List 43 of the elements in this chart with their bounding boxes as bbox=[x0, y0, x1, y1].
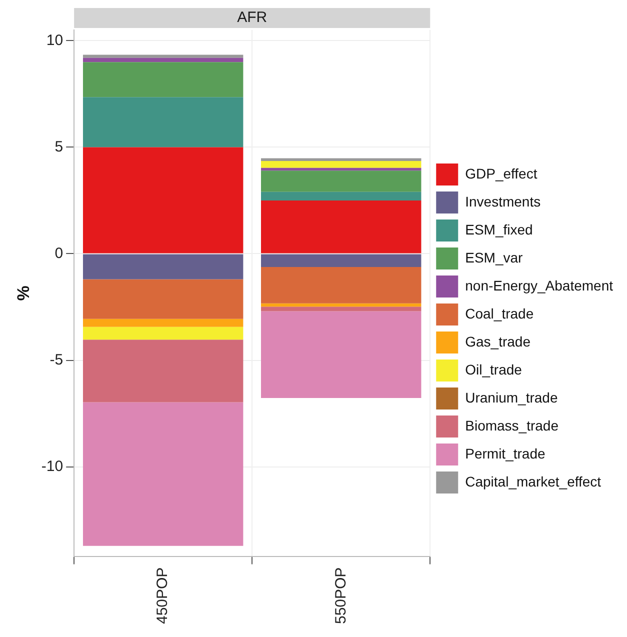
bar bbox=[261, 254, 422, 267]
legend-label: Oil_trade bbox=[465, 361, 522, 378]
bar bbox=[261, 303, 422, 307]
bar bbox=[261, 158, 422, 162]
bar bbox=[82, 97, 244, 148]
legend-label: Capital_market_effect bbox=[465, 473, 602, 490]
x-tick-label: 550POP bbox=[332, 567, 350, 624]
bar bbox=[82, 58, 244, 62]
legend-label: Gas_trade bbox=[465, 333, 531, 350]
bar bbox=[261, 170, 422, 192]
y-axis-title: % bbox=[14, 286, 33, 301]
legend-label: Coal_trade bbox=[465, 305, 534, 322]
legend-label: GDP_effect bbox=[465, 165, 538, 182]
bar bbox=[82, 402, 244, 546]
bar bbox=[82, 279, 244, 319]
bar bbox=[82, 147, 244, 254]
y-tick-label: 0 bbox=[54, 244, 64, 262]
bar bbox=[261, 311, 422, 398]
bar bbox=[261, 168, 422, 171]
bar bbox=[82, 54, 244, 58]
bar bbox=[261, 306, 422, 312]
legend-label: ESM_fixed bbox=[465, 221, 533, 238]
y-tick-label: -10 bbox=[41, 458, 64, 475]
legend-label: non-Energy_Abatement bbox=[465, 277, 614, 294]
legend-label: Investments bbox=[465, 193, 541, 210]
y-tick-label: -5 bbox=[50, 351, 64, 368]
bar bbox=[82, 62, 244, 98]
bar bbox=[82, 318, 244, 327]
bar bbox=[82, 340, 244, 402]
y-tick-label: 5 bbox=[54, 138, 64, 156]
legend-label: Biomass_trade bbox=[465, 417, 559, 434]
bar bbox=[261, 161, 422, 168]
bar bbox=[82, 326, 244, 340]
bar bbox=[261, 266, 422, 304]
legend-label: ESM_var bbox=[465, 249, 524, 266]
bar bbox=[261, 200, 422, 254]
bar bbox=[82, 254, 244, 280]
legend-label: Permit_trade bbox=[465, 445, 546, 462]
x-tick-label: 450POP bbox=[154, 567, 172, 624]
chart-title: AFR bbox=[237, 9, 268, 26]
bar bbox=[261, 192, 422, 200]
y-tick-label: 10 bbox=[46, 32, 64, 49]
legend-label: Uranium_trade bbox=[465, 389, 558, 406]
